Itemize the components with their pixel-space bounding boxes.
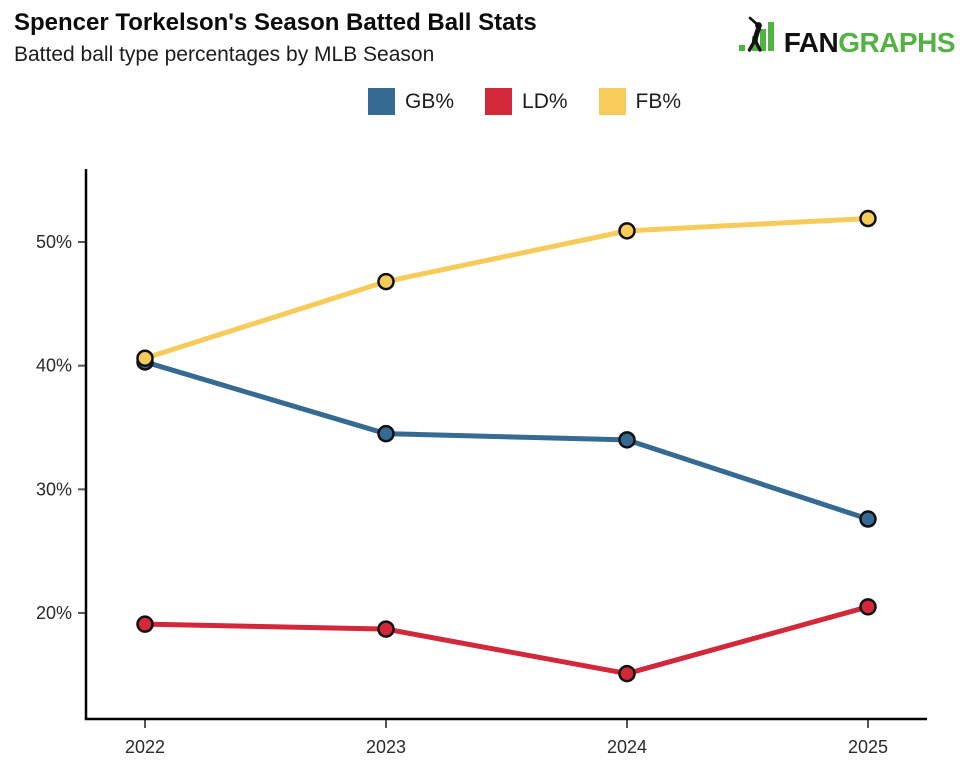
- ld-point-2024: [618, 664, 636, 683]
- fangraphs-logo: FANGRAPHS: [738, 16, 955, 59]
- logo-graphs-text: GRAPHS: [838, 27, 955, 58]
- x-axis-tick-label: 2023: [366, 737, 406, 757]
- legend-item-fb: FB%: [598, 88, 682, 115]
- legend-label-fb: FB%: [635, 89, 682, 113]
- legend-swatch-gb: [368, 88, 395, 115]
- legend-item-ld: LD%: [485, 88, 568, 115]
- y-axis-tick-label: 30%: [36, 479, 72, 499]
- logo-fan-text: FAN: [783, 27, 839, 58]
- gb-point-2025: [859, 510, 877, 528]
- chart-legend: GB% LD% FB%: [368, 88, 681, 115]
- fb-point-2025: [859, 209, 877, 228]
- legend-label-ld: LD%: [522, 89, 568, 113]
- fb-line: [142, 216, 871, 361]
- x-axis-tick-label: 2022: [125, 737, 165, 757]
- gb-point-2023: [377, 424, 395, 443]
- ld-line: [142, 604, 871, 677]
- chart-header: Spencer Torkelson's Season Batted Ball S…: [14, 8, 537, 68]
- gb-point-2024: [618, 431, 636, 449]
- legend-swatch-fb: [598, 88, 626, 115]
- ld-point-2025: [859, 598, 877, 616]
- fangraphs-wordmark: FANGRAPHS: [783, 27, 956, 59]
- page-subtitle: Batted ball type percentages by MLB Seas…: [14, 43, 435, 66]
- x-axis-tick-label: 2024: [607, 737, 647, 757]
- gb-line: [142, 359, 871, 522]
- legend-swatch-ld: [485, 88, 513, 115]
- y-axis-tick-label: 40%: [36, 356, 72, 376]
- legend-label-gb: GB%: [405, 89, 455, 113]
- x-axis-tick-label: 2025: [848, 737, 888, 757]
- fb-point-2024: [618, 222, 636, 240]
- y-axis-tick-label: 50%: [36, 232, 72, 252]
- ld-point-2022: [136, 615, 154, 633]
- fangraphs-batter-icon: [738, 16, 780, 59]
- ld-point-2023: [377, 620, 395, 638]
- fb-point-2022: [136, 349, 154, 367]
- legend-item-gb: GB%: [368, 88, 454, 115]
- page-title: Spencer Torkelson's Season Batted Ball S…: [14, 9, 537, 36]
- fb-point-2023: [377, 272, 395, 291]
- y-axis-tick-label: 20%: [36, 603, 72, 623]
